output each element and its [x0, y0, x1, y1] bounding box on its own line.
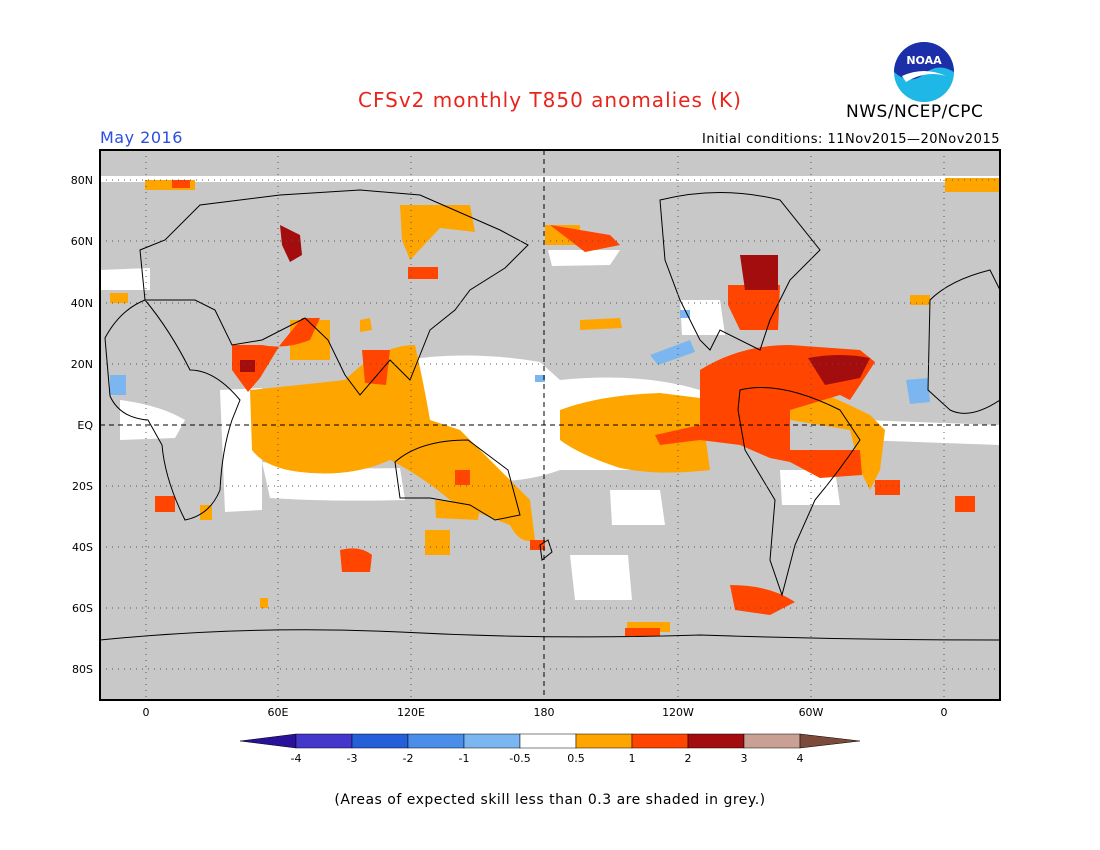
lat-label: 40N [71, 297, 93, 310]
legend-swatch [743, 733, 801, 749]
legend-tick: 4 [797, 752, 804, 765]
lat-label: 20N [71, 358, 93, 371]
cool-anomaly-regions [110, 310, 930, 404]
legend-tick: -3 [347, 752, 358, 765]
lat-label: 80S [72, 663, 93, 676]
legend-tick: 0.5 [567, 752, 585, 765]
lat-label: 60N [71, 235, 93, 248]
noaa-logo-icon: NOAA [894, 42, 954, 102]
legend-tick: -2 [403, 752, 414, 765]
lat-label: 60S [72, 602, 93, 615]
legend-swatch [519, 733, 577, 749]
legend-tick: 1 [629, 752, 636, 765]
legend-tick: 2 [685, 752, 692, 765]
initial-conditions: Initial conditions: 11Nov2015—20Nov2015 [702, 132, 1000, 147]
legend-swatch [463, 733, 521, 749]
legend-swatch [239, 733, 297, 749]
lat-gridlines [100, 179, 1000, 670]
legend-tick: 3 [741, 752, 748, 765]
valid-date: May 2016 [100, 128, 183, 147]
lon-label: 180 [534, 706, 555, 719]
warm-anomaly-regions-2-3 [240, 225, 870, 385]
legend-swatch [631, 733, 689, 749]
lat-labels: 80N 60N 40N 20N EQ 20S 40S 60S 80S [71, 174, 94, 676]
noaa-logo-text: NOAA [906, 54, 942, 67]
coastlines [100, 189, 1000, 641]
legend-tick: -4 [291, 752, 302, 765]
lat-label: 40S [72, 541, 93, 554]
color-legend: -4 -3 -2 -1 -0.5 0.5 1 2 3 4 [239, 733, 861, 765]
legend-tick: -1 [459, 752, 470, 765]
map-grid [100, 150, 1000, 700]
skill-footnote: (Areas of expected skill less than 0.3 a… [334, 792, 766, 808]
legend-swatch [407, 733, 465, 749]
legend-swatch [687, 733, 745, 749]
lon-label: 60E [268, 706, 289, 719]
lon-label: 60W [799, 706, 824, 719]
legend-swatch [351, 733, 409, 749]
legend-swatch [799, 733, 861, 749]
lat-label: EQ [77, 419, 93, 432]
legend-swatch [575, 733, 633, 749]
lat-label: 80N [71, 174, 93, 187]
lon-label: 120W [662, 706, 694, 719]
lon-label: 0 [941, 706, 948, 719]
legend-tick: -0.5 [509, 752, 530, 765]
map-frame [99, 149, 1001, 701]
agency-label: NWS/NCEP/CPC [846, 102, 984, 122]
lon-label: 120E [397, 706, 425, 719]
chart-title: CFSv2 monthly T850 anomalies (K) [358, 88, 742, 112]
noaa-logo: NOAA [892, 40, 956, 104]
lon-label: 0 [143, 706, 150, 719]
legend-swatch [295, 733, 353, 749]
warm-anomaly-regions-1-2 [155, 180, 975, 636]
lon-labels: 0 60E 120E 180 120W 60W 0 [143, 706, 948, 719]
lat-label: 20S [72, 480, 93, 493]
